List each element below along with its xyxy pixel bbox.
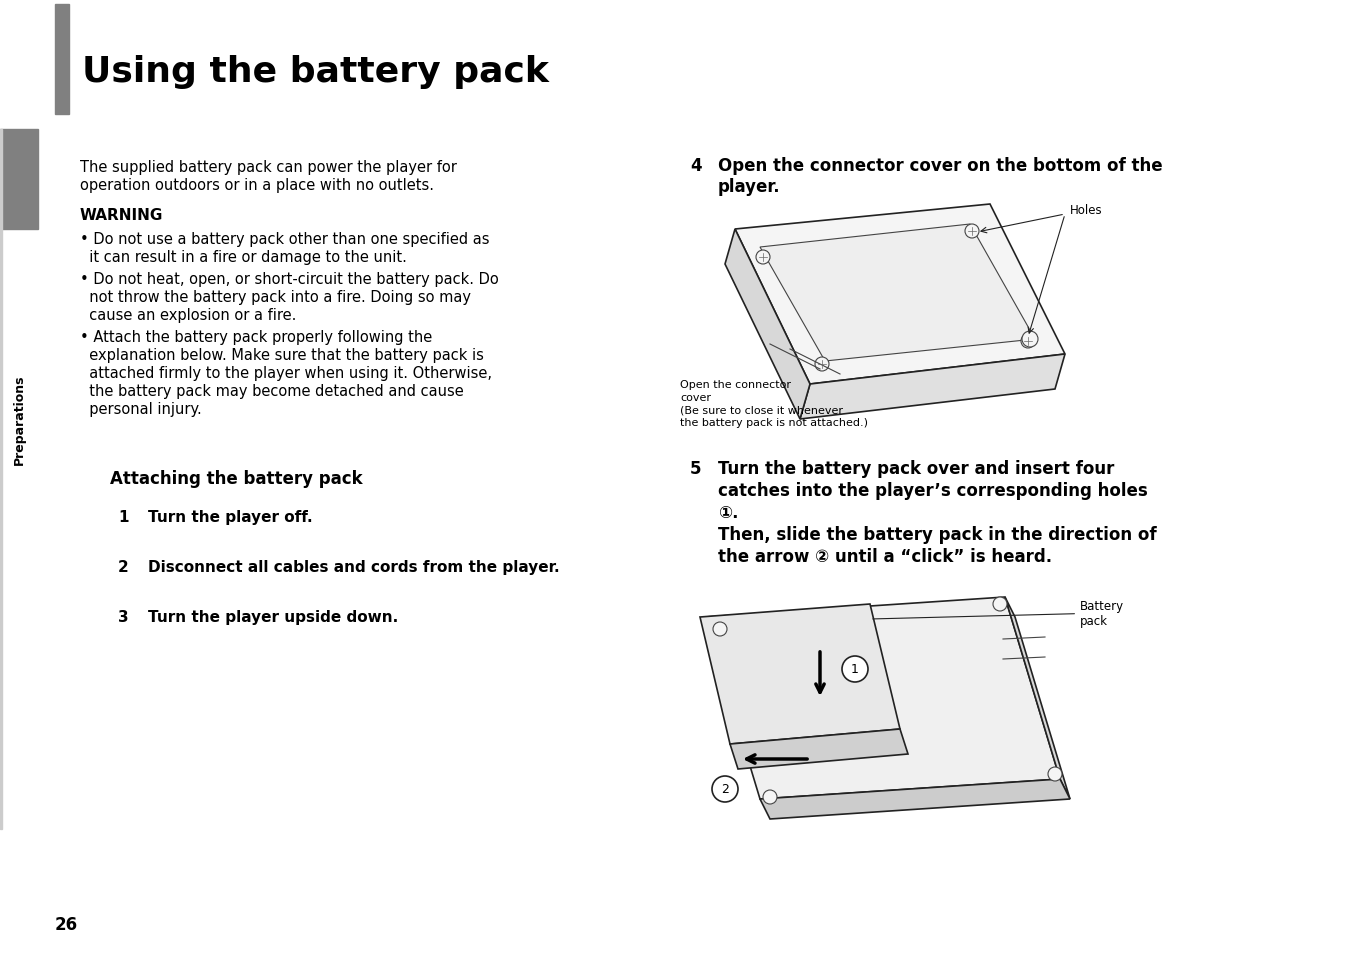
Polygon shape xyxy=(701,604,900,744)
Text: • Attach the battery pack properly following the: • Attach the battery pack properly follo… xyxy=(80,330,432,345)
Text: Open the connector cover on the bottom of the: Open the connector cover on the bottom o… xyxy=(718,157,1162,174)
Text: ①.: ①. xyxy=(718,503,738,521)
Text: operation outdoors or in a place with no outlets.: operation outdoors or in a place with no… xyxy=(80,178,433,193)
Polygon shape xyxy=(801,355,1065,419)
Text: 5: 5 xyxy=(690,459,702,477)
Polygon shape xyxy=(760,780,1071,820)
Text: player.: player. xyxy=(718,178,780,195)
Text: cause an explosion or a fire.: cause an explosion or a fire. xyxy=(80,308,297,323)
Circle shape xyxy=(994,598,1007,612)
Text: The supplied battery pack can power the player for: The supplied battery pack can power the … xyxy=(80,160,456,174)
Circle shape xyxy=(965,225,979,239)
Text: Holes: Holes xyxy=(1071,203,1103,216)
Polygon shape xyxy=(705,598,1060,800)
Circle shape xyxy=(711,776,738,802)
Text: Open the connector
cover
(Be sure to close it whenever
the battery pack is not a: Open the connector cover (Be sure to clo… xyxy=(680,379,868,428)
Polygon shape xyxy=(725,230,810,419)
Polygon shape xyxy=(1004,598,1071,800)
Polygon shape xyxy=(730,729,909,769)
Text: 1: 1 xyxy=(850,662,859,676)
Circle shape xyxy=(713,622,728,637)
Text: Battery
pack: Battery pack xyxy=(873,599,1125,627)
Polygon shape xyxy=(760,225,1035,361)
Text: Preparations: Preparations xyxy=(12,375,26,465)
Circle shape xyxy=(1022,332,1038,348)
Text: catches into the player’s corresponding holes: catches into the player’s corresponding … xyxy=(718,481,1148,499)
Text: 1: 1 xyxy=(117,510,128,524)
Text: the battery pack may become detached and cause: the battery pack may become detached and… xyxy=(80,384,464,398)
Text: 3: 3 xyxy=(117,609,128,624)
Bar xyxy=(0,130,1,829)
Text: 26: 26 xyxy=(55,915,78,933)
Text: Turn the battery pack over and insert four: Turn the battery pack over and insert fo… xyxy=(718,459,1114,477)
Polygon shape xyxy=(734,205,1065,385)
Bar xyxy=(55,5,69,115)
Text: attached firmly to the player when using it. Otherwise,: attached firmly to the player when using… xyxy=(80,366,491,380)
Circle shape xyxy=(756,251,770,265)
Text: the arrow ② until a “click” is heard.: the arrow ② until a “click” is heard. xyxy=(718,547,1052,565)
Text: 2: 2 xyxy=(721,782,729,796)
Circle shape xyxy=(815,357,829,372)
Text: Using the battery pack: Using the battery pack xyxy=(82,55,549,89)
Text: not throw the battery pack into a fire. Doing so may: not throw the battery pack into a fire. … xyxy=(80,290,471,305)
Circle shape xyxy=(763,790,778,804)
Text: it can result in a fire or damage to the unit.: it can result in a fire or damage to the… xyxy=(80,250,406,265)
Text: • Do not heat, open, or short-circuit the battery pack. Do: • Do not heat, open, or short-circuit th… xyxy=(80,272,498,287)
Text: Then, slide the battery pack in the direction of: Then, slide the battery pack in the dire… xyxy=(718,525,1157,543)
Circle shape xyxy=(1048,767,1062,781)
Text: Attaching the battery pack: Attaching the battery pack xyxy=(109,470,363,488)
Text: Turn the player off.: Turn the player off. xyxy=(148,510,313,524)
Text: • Do not use a battery pack other than one specified as: • Do not use a battery pack other than o… xyxy=(80,232,490,247)
Bar xyxy=(0,130,38,230)
Text: personal injury.: personal injury. xyxy=(80,401,201,416)
Text: 2: 2 xyxy=(117,559,128,575)
Text: WARNING: WARNING xyxy=(80,208,163,223)
Text: 4: 4 xyxy=(690,157,702,174)
Text: Turn the player upside down.: Turn the player upside down. xyxy=(148,609,398,624)
Circle shape xyxy=(842,657,868,682)
Circle shape xyxy=(1021,335,1035,349)
Text: explanation below. Make sure that the battery pack is: explanation below. Make sure that the ba… xyxy=(80,348,483,363)
Text: Disconnect all cables and cords from the player.: Disconnect all cables and cords from the… xyxy=(148,559,560,575)
